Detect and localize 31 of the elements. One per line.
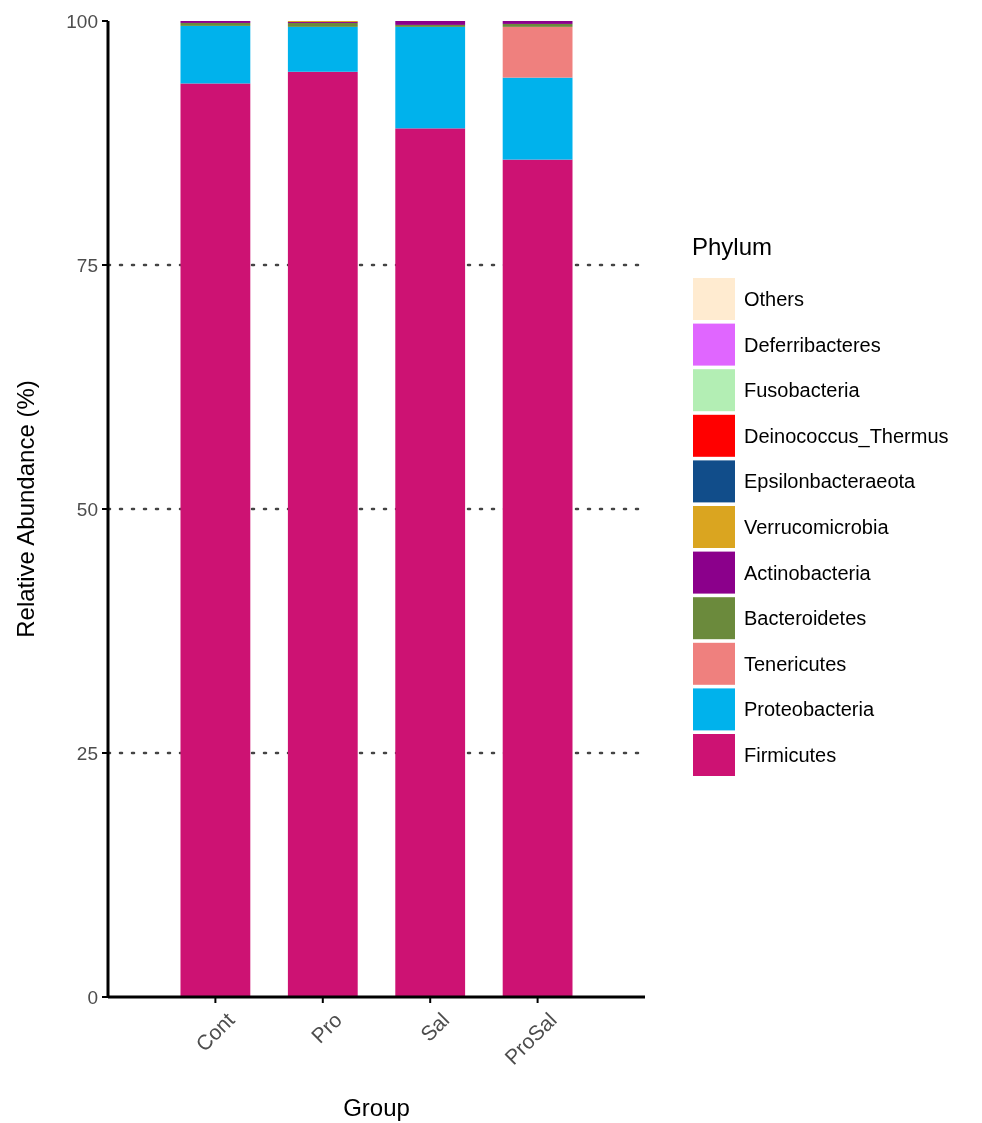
bar [395, 26, 466, 129]
bar [502, 159, 573, 997]
legend-label: Deinococcus_Thermus [744, 424, 949, 448]
bar [502, 26, 573, 78]
legend-label: Proteobacteria [744, 698, 875, 721]
bar [180, 25, 251, 84]
bar [395, 128, 466, 997]
bar [287, 26, 358, 72]
x-tick-label: Sal [415, 1007, 454, 1046]
legend-label: Verrucomicrobia [744, 516, 890, 538]
bar [502, 77, 573, 160]
y-axis-title: Relative Abundance (%) [12, 380, 39, 638]
bar [287, 22, 358, 27]
y-tick-label: 75 [76, 254, 98, 276]
x-axis-title: Group [343, 1094, 410, 1121]
legend-label: Bacteroidetes [744, 607, 867, 630]
y-tick-label: 100 [66, 10, 98, 32]
y-tick-label: 0 [87, 986, 98, 1008]
legend-label: Firmicutes [744, 744, 837, 766]
legend-label: Actinobacteria [744, 561, 872, 584]
legend-label: Others [744, 288, 805, 310]
y-tick-label: 50 [76, 498, 98, 520]
x-tick-label: Pro [306, 1007, 347, 1048]
legend-label: Deferribacteres [744, 333, 881, 356]
bar [287, 71, 358, 997]
bar [180, 83, 251, 997]
legend-title: Phylum [692, 233, 773, 260]
legend-label: Fusobacteria [744, 379, 861, 402]
legend-label: Tenericutes [744, 652, 847, 675]
legend-label: Epsilonbacteraeota [744, 470, 917, 493]
y-tick-label: 25 [76, 742, 98, 764]
